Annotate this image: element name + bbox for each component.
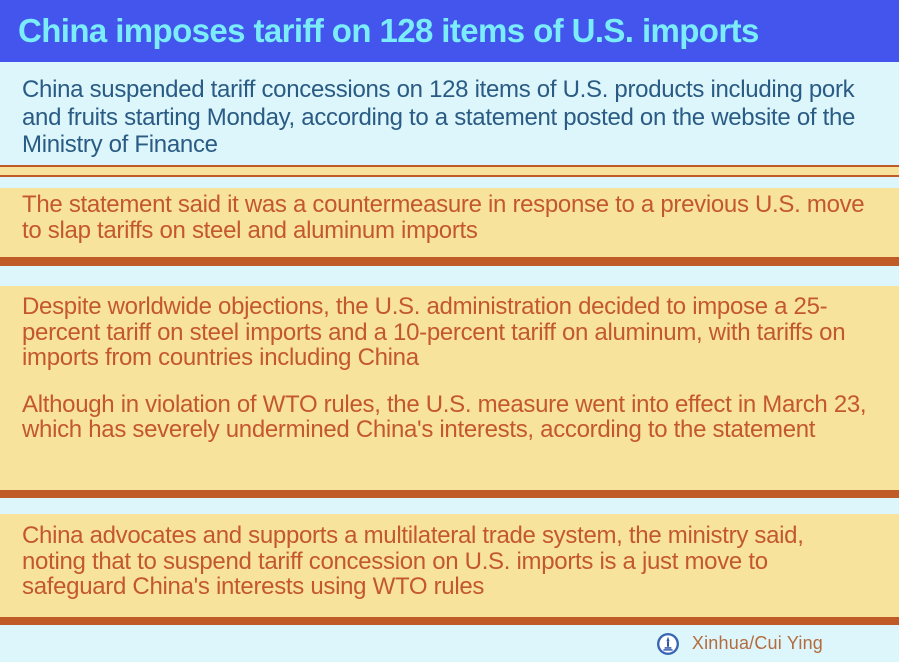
section-china-position: China advocates and supports a multilate…	[0, 514, 899, 617]
divider-bar	[0, 617, 899, 625]
divider-bar	[0, 490, 899, 498]
china-position-paragraph: China advocates and supports a multilate…	[22, 522, 804, 600]
section-summary: China suspended tariff concessions on 12…	[0, 62, 899, 165]
spacer	[0, 177, 899, 188]
header-band: China imposes tariff on 128 items of U.S…	[0, 0, 899, 62]
spacer	[0, 266, 899, 286]
footer-credit-bar: Xinhua/Cui Ying	[0, 625, 899, 662]
divider-rule	[0, 165, 899, 177]
divider-bar	[0, 257, 899, 266]
summary-paragraph: China suspended tariff concessions on 12…	[22, 76, 856, 158]
wto-violation-paragraph: Although in violation of WTO rules, the …	[22, 390, 867, 443]
page-title: China imposes tariff on 128 items of U.S…	[18, 12, 759, 49]
spacer	[0, 498, 899, 514]
credit-text: Xinhua/Cui Ying	[691, 633, 823, 653]
section-countermeasure: The statement said it was a countermeasu…	[0, 188, 899, 257]
us-tariffs-paragraph: Despite worldwide objections, the U.S. a…	[22, 293, 846, 371]
section-us-tariffs: Despite worldwide objections, the U.S. a…	[0, 286, 899, 490]
countermeasure-paragraph: The statement said it was a countermeasu…	[22, 191, 865, 244]
xinhua-logo-icon	[656, 632, 679, 655]
